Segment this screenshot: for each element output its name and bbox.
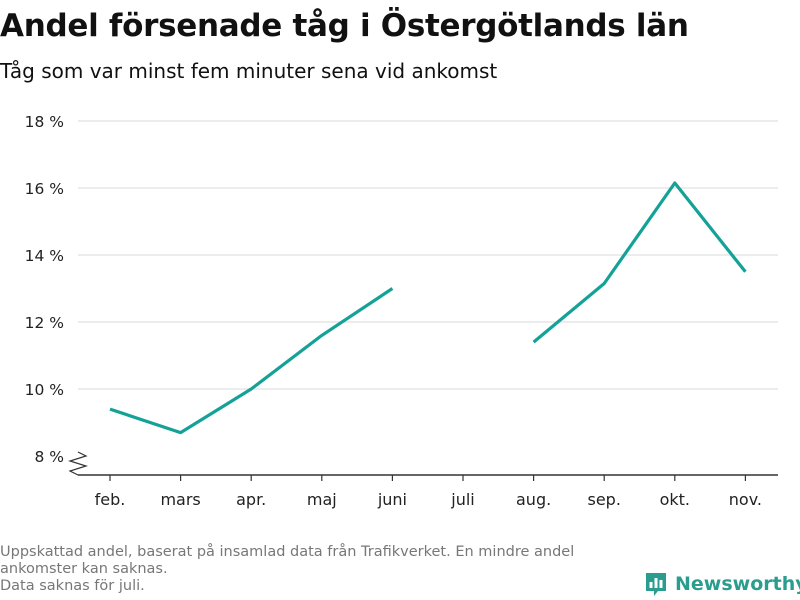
footnote-line-1: Uppskattad andel, baserat på insamlad da… bbox=[0, 544, 575, 560]
newsworthy-logo[interactable]: Newsworthy bbox=[644, 570, 800, 598]
x-tick-label: aug. bbox=[516, 490, 551, 509]
x-tick-label: maj bbox=[307, 490, 337, 509]
y-tick-label: 14 % bbox=[25, 247, 64, 265]
x-tick-label: sep. bbox=[587, 490, 620, 509]
y-tick-label: 12 % bbox=[25, 314, 64, 332]
grid-lines bbox=[78, 120, 778, 390]
series-line-segment bbox=[532, 181, 747, 344]
x-tick-label: juli bbox=[450, 490, 474, 509]
y-tick-label: 16 % bbox=[25, 180, 64, 198]
chart-title: Andel försenade tåg i Östergötlands län bbox=[0, 8, 689, 44]
y-tick-label: 10 % bbox=[25, 381, 64, 399]
x-tick-label: apr. bbox=[236, 490, 266, 509]
series-lines bbox=[109, 181, 747, 435]
axis-break-marker bbox=[67, 451, 89, 476]
footnote-line-2: ankomster kan saknas. bbox=[0, 561, 168, 577]
y-axis-labels: 8 % 10 % 12 % 14 % 16 % 18 % bbox=[25, 113, 64, 466]
x-tick-label: feb. bbox=[95, 490, 126, 509]
footnote-line-3: Data saknas för juli. bbox=[0, 578, 145, 594]
line-chart: 8 % 10 % 12 % 14 % 16 % 18 % feb. mars apr. maj j… bbox=[25, 113, 778, 509]
y-tick-label: 18 % bbox=[25, 113, 64, 131]
x-axis-labels: feb. mars apr. maj juni juli aug. sep. okt. nov. bbox=[95, 490, 762, 509]
series-line-segment bbox=[109, 287, 394, 435]
chart-subtitle: Tåg som var minst fem minuter sena vid a… bbox=[0, 59, 498, 83]
x-tick-label: juni bbox=[377, 490, 407, 509]
footnote: Uppskattad andel, baserat på insamlad da… bbox=[0, 544, 630, 595]
x-tick-label: okt. bbox=[660, 490, 690, 509]
x-tick-label: nov. bbox=[729, 490, 762, 509]
brand-name: Newsworthy bbox=[675, 573, 800, 595]
x-axis bbox=[67, 451, 778, 481]
y-tick-label: 8 % bbox=[34, 448, 64, 466]
bar-chart-logo-icon bbox=[646, 573, 666, 596]
x-tick-label: mars bbox=[160, 490, 200, 509]
